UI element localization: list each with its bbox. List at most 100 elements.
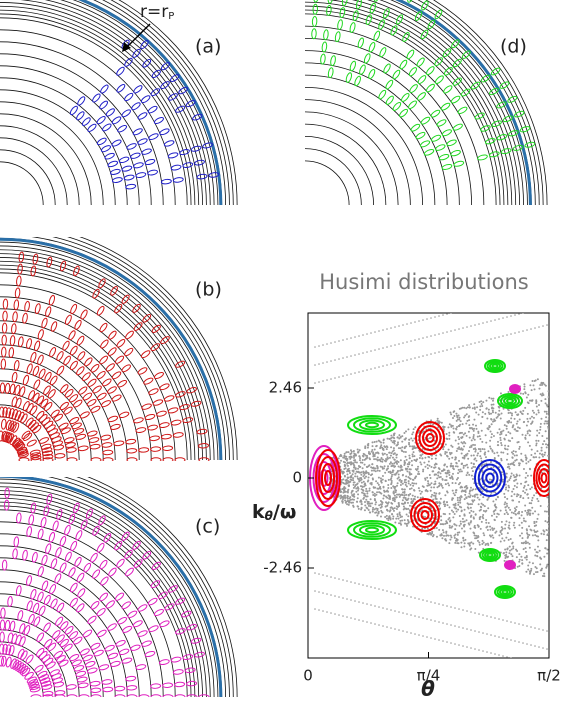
phase-point [452, 427, 455, 430]
phase-point [407, 480, 410, 483]
phase-point [393, 434, 396, 437]
phase-point [530, 328, 532, 330]
phase-point [438, 482, 441, 485]
phase-point [358, 335, 360, 337]
phase-point [348, 471, 351, 474]
phase-point [496, 495, 499, 498]
contour-line [93, 0, 226, 205]
phase-point [530, 644, 532, 646]
phase-point [537, 411, 540, 414]
phase-point [426, 354, 428, 356]
mode-contour [159, 128, 170, 136]
mode-contour [107, 386, 117, 394]
phase-point [384, 471, 387, 474]
phase-point [463, 445, 466, 448]
mode-contour [17, 411, 25, 422]
phase-point [438, 468, 441, 471]
phase-point [346, 338, 348, 340]
phase-point [350, 337, 352, 339]
mode-contour [124, 347, 134, 357]
phase-point [353, 456, 356, 459]
mode-contour [434, 9, 443, 20]
mode-contour [327, 0, 334, 4]
phase-point [396, 436, 399, 439]
mode-contour [10, 421, 17, 432]
phase-point [390, 475, 393, 478]
phase-point [513, 493, 516, 496]
mode-contour [55, 616, 64, 627]
contour-line [379, 0, 524, 205]
phase-point [489, 439, 492, 442]
phase-point [498, 636, 500, 638]
phase-point [461, 423, 464, 426]
phase-point [419, 510, 422, 513]
phase-point [541, 574, 544, 577]
phase-point [426, 484, 429, 487]
phase-point [518, 464, 521, 467]
mode-contour [438, 154, 450, 161]
phase-point [541, 392, 544, 395]
phase-point [517, 493, 520, 496]
contour-line [425, 0, 544, 205]
mode-contour [4, 619, 11, 631]
mode-contour [7, 596, 13, 608]
phase-point [391, 502, 394, 505]
phase-point [527, 497, 530, 500]
phase-point [348, 500, 351, 503]
mode-contour [35, 410, 45, 420]
phase-point [507, 538, 510, 541]
phase-point [525, 550, 528, 553]
phase-point [369, 458, 372, 461]
phase-point [366, 351, 368, 353]
phase-point [487, 408, 490, 411]
phase-point [461, 456, 464, 459]
phase-point [453, 523, 456, 526]
phase-point [480, 400, 483, 403]
phase-point [391, 450, 394, 453]
phase-point [511, 490, 514, 493]
mode-contour [29, 684, 40, 691]
phase-point [522, 497, 525, 500]
mode-contour [407, 0, 415, 3]
phase-point [390, 506, 393, 509]
phase-point [380, 505, 383, 508]
mode-contour [131, 102, 141, 111]
phase-point [444, 522, 447, 525]
phase-point [420, 463, 423, 466]
mode-contour [87, 123, 97, 132]
mode-contour [11, 323, 17, 335]
mode-contour [75, 530, 83, 541]
mode-contour [133, 85, 143, 94]
phase-point [397, 473, 400, 476]
phase-point [524, 437, 527, 440]
mode-contour [152, 399, 164, 406]
phase-point [371, 510, 374, 513]
mode-contour [2, 310, 8, 322]
phase-point [473, 494, 476, 497]
mode-contour [63, 355, 71, 366]
phase-point [381, 466, 384, 469]
phase-point [534, 309, 536, 311]
phase-point [364, 446, 367, 449]
phase-point [482, 513, 485, 516]
phase-point [513, 526, 516, 529]
mode-contour [68, 394, 79, 403]
husimi-contour [507, 563, 513, 567]
phase-point [416, 458, 419, 461]
phase-point [422, 355, 424, 357]
contour-line [51, 237, 230, 461]
phase-point [353, 481, 356, 484]
phase-point [458, 416, 461, 419]
phase-point [491, 411, 494, 414]
mode-contour [41, 317, 48, 329]
phase-point [392, 517, 395, 520]
phase-point [543, 440, 546, 443]
phase-point [381, 478, 384, 481]
mode-contour [40, 680, 52, 687]
phase-point [350, 501, 353, 504]
mode-contour [114, 304, 123, 314]
phase-point [407, 428, 410, 431]
husimi-contour [479, 548, 501, 562]
mode-contour [64, 388, 74, 398]
phase-point [500, 444, 503, 447]
